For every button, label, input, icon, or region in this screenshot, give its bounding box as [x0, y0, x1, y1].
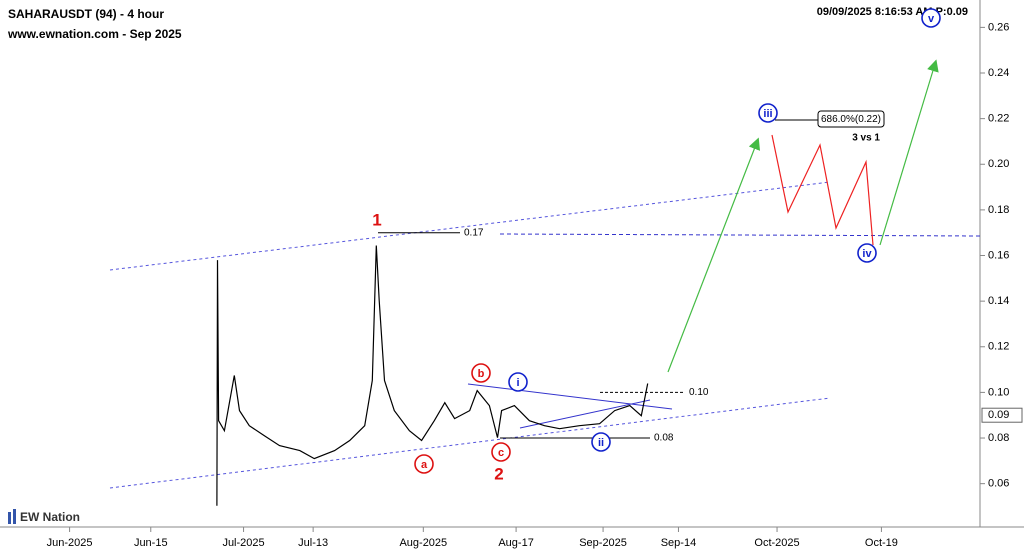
y-tick-label: 0.12 [988, 341, 1009, 353]
y-tick-label: 0.22 [988, 113, 1009, 125]
support-line [499, 233, 981, 237]
wave-label: iii [763, 108, 772, 120]
fib-box [817, 110, 885, 128]
wave-circle [857, 243, 877, 263]
y-tick-label: 0.18 [988, 204, 1009, 216]
x-tick-label: Oct-2025 [754, 537, 799, 549]
level-label: 0.10 [689, 387, 709, 398]
triangle-line [467, 383, 673, 410]
wave-label: 1 [372, 210, 381, 229]
wave-circle [591, 432, 611, 452]
y-tick-label: 0.08 [988, 432, 1009, 444]
x-tick-label: Jul-2025 [222, 537, 264, 549]
projection-arrow [667, 137, 760, 373]
wave-circle [921, 8, 941, 28]
x-tick-label: Sep-2025 [579, 537, 627, 549]
projection-arrow [879, 59, 939, 246]
y-tick-label: 0.20 [988, 158, 1009, 170]
logo-bar [13, 509, 16, 524]
y-tick-label: 0.06 [988, 478, 1009, 490]
x-tick-label: Aug-2025 [399, 537, 447, 549]
wave-label: a [421, 459, 428, 471]
timestamp: 09/09/2025 8:16:53 AM P:0.09 [817, 6, 968, 18]
wave-label: 2 [494, 464, 503, 483]
wave-circle [471, 363, 491, 383]
y-tick-label: 0.10 [988, 386, 1009, 398]
wave-label: i [516, 377, 519, 389]
subtitle: www.ewnation.com - Sep 2025 [7, 27, 182, 41]
y-tick-label: 0.26 [988, 21, 1009, 33]
wave-label: c [498, 447, 504, 459]
x-tick-label: Jul-13 [298, 537, 328, 549]
ratio-label: 3 vs 1 [852, 133, 880, 144]
x-tick-label: Sep-14 [661, 537, 696, 549]
x-tick-label: Jun-15 [134, 537, 168, 549]
y-tick-label: 0.16 [988, 249, 1009, 261]
wave-circle [758, 103, 778, 123]
title: SAHARAUSDT (94) - 4 hour [8, 7, 164, 21]
last-price-label: 0.09 [988, 409, 1009, 421]
logo-text: EW Nation [20, 510, 80, 524]
x-tick-label: Oct-19 [865, 537, 898, 549]
wave-circle [491, 442, 511, 462]
wave-label: iv [862, 248, 872, 260]
triangle-line [519, 399, 651, 429]
wave-circle [414, 454, 434, 474]
x-tick-label: Jun-2025 [47, 537, 93, 549]
y-tick-label: 0.14 [988, 295, 1009, 307]
projection-zigzag [771, 134, 874, 246]
channel-upper [109, 181, 831, 271]
wave-circle [508, 372, 528, 392]
y-tick-label: 0.24 [988, 67, 1009, 79]
wave-label: v [928, 13, 935, 25]
level-label: 0.08 [654, 433, 674, 444]
wave-label: b [478, 368, 485, 380]
logo-bar [8, 512, 11, 524]
level-label: 0.17 [464, 227, 484, 238]
x-tick-label: Aug-17 [498, 537, 533, 549]
price-line [216, 245, 649, 506]
wave-label: ii [598, 437, 604, 449]
logo: EW Nation [8, 509, 80, 524]
last-price-box [981, 407, 1023, 423]
channel-lower [109, 397, 831, 489]
fib-label: 686.0%(0.22) [821, 114, 881, 125]
